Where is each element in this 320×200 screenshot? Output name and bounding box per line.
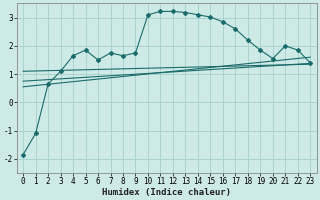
X-axis label: Humidex (Indice chaleur): Humidex (Indice chaleur)	[102, 188, 231, 197]
